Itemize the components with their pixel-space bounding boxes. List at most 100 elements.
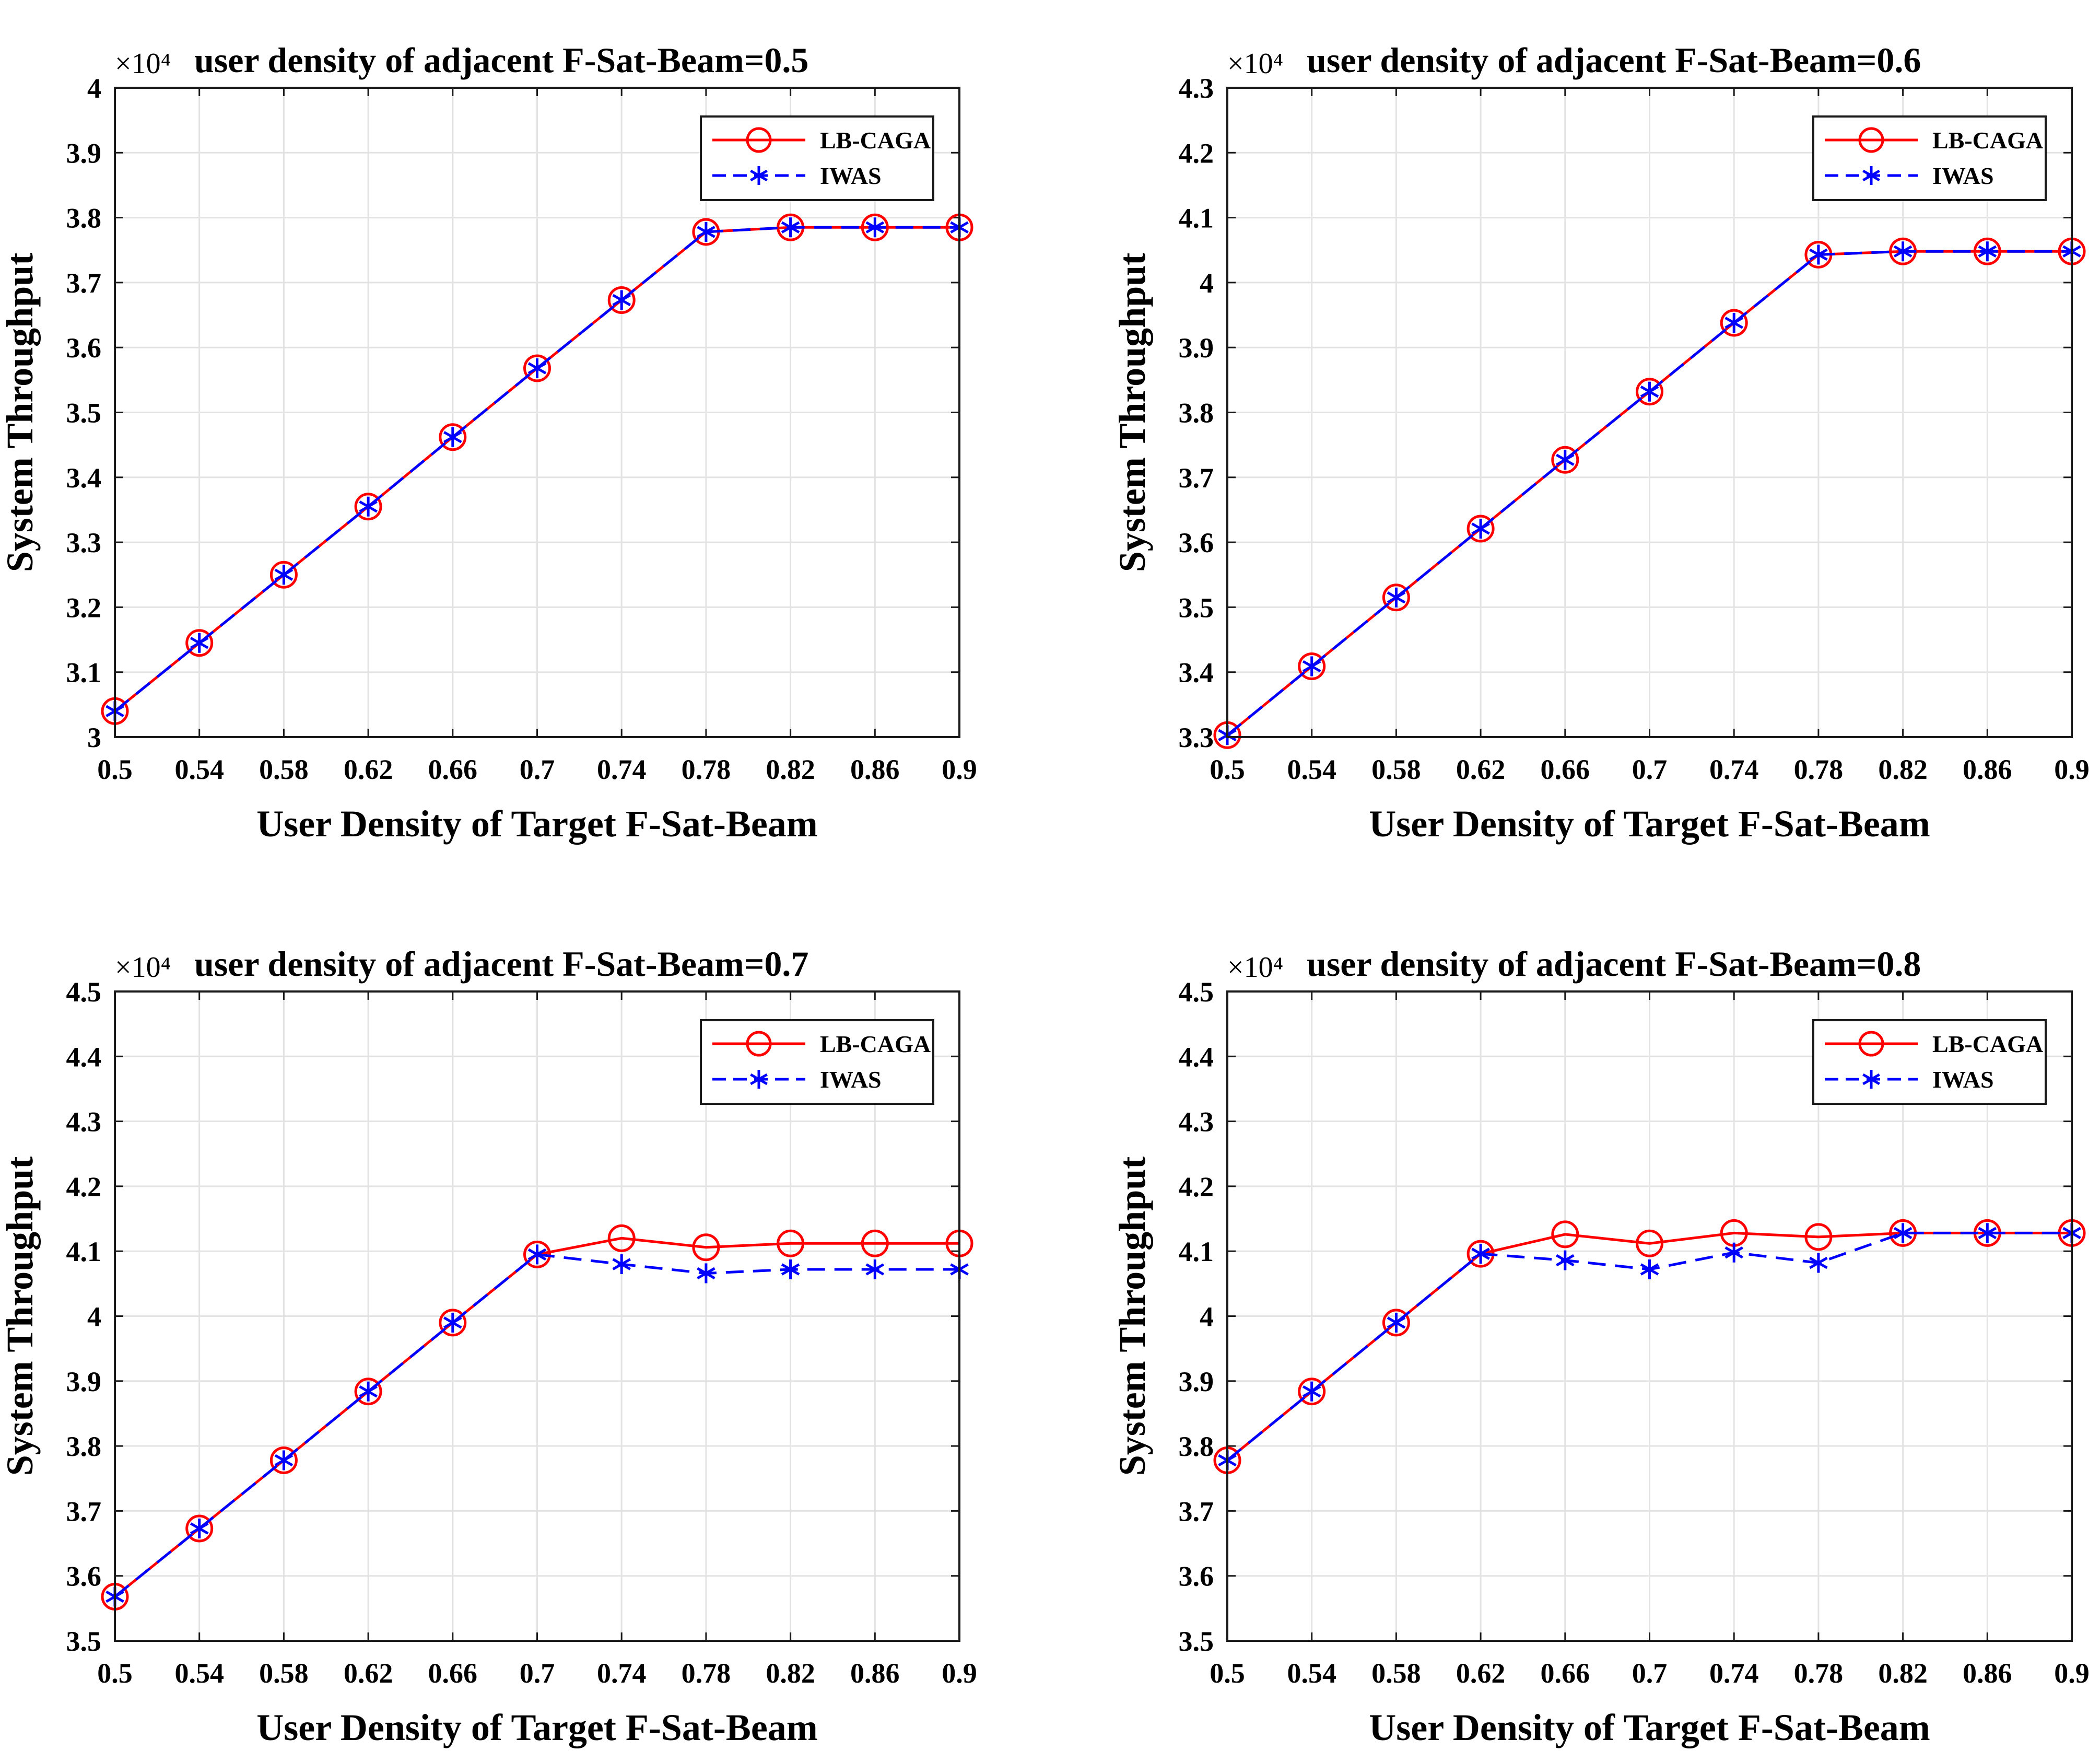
x-tick-label: 0.9 (942, 754, 977, 785)
y-tick-label: 4.2 (1179, 137, 1214, 169)
asterisk-stroke (1862, 169, 1880, 182)
x-tick-label: 0.58 (1371, 1658, 1421, 1689)
legend-label-iwas: IWAS (820, 162, 882, 189)
asterisk-stroke (865, 1263, 885, 1276)
x-tick-label: 0.54 (1287, 754, 1336, 785)
legend-label-lb-caga: LB-CAGA (1932, 1031, 2043, 1057)
x-tick-label: 0.74 (1709, 1658, 1759, 1689)
y-tick-label: 4.4 (1179, 1041, 1214, 1072)
data-point-iwas (1809, 244, 1828, 265)
asterisk-stroke (697, 226, 715, 238)
chart-title: user density of adjacent F-Sat-Beam=0.8 (1307, 944, 1921, 984)
asterisk-stroke (612, 294, 631, 307)
legend-marker-iwas (1862, 166, 1880, 185)
chart-panel-2: 0.5 0.54 0.58 0.62 0.66 0.7 0.74 0.78 0.82 0.86 0.… (1111, 40, 2090, 845)
data-point-iwas (1978, 1223, 1997, 1243)
legend-marker-iwas (750, 1070, 768, 1089)
y-tick-label: 4.2 (66, 1171, 102, 1203)
x-tick-label: 0.82 (766, 754, 815, 785)
y-tick-label: 4 (87, 1301, 101, 1333)
x-tick-label: 0.62 (1456, 754, 1506, 785)
asterisk-stroke (750, 1073, 768, 1086)
y-tick-label: 3.9 (1179, 332, 1214, 364)
y-tick-label: 3.6 (66, 332, 102, 364)
x-tick-label: 0.54 (174, 754, 224, 785)
data-point-iwas (865, 1259, 885, 1280)
y-tick-label: 3.5 (66, 398, 102, 429)
data-point-iwas (527, 1244, 547, 1265)
asterisk-stroke (527, 362, 547, 375)
asterisk-stroke (781, 1263, 800, 1276)
data-point-iwas (274, 1450, 294, 1471)
legend-label-iwas: IWAS (1932, 1066, 1994, 1093)
y-tick-label: 3.1 (66, 657, 102, 689)
x-tick-label: 0.78 (1794, 754, 1844, 785)
y-tick-label: 4.1 (1179, 1236, 1214, 1267)
data-point-lb-caga (607, 286, 636, 314)
asterisk-stroke (1471, 522, 1490, 535)
asterisk-stroke (781, 221, 800, 234)
x-tick-label: 0.9 (2054, 1658, 2090, 1689)
y-tick-label: 3.6 (66, 1561, 102, 1592)
data-point-iwas (1302, 656, 1321, 676)
data-point-lb-caga (1298, 652, 1326, 681)
asterisk-stroke (190, 1522, 209, 1535)
asterisk-stroke (443, 431, 462, 444)
x-tick-label: 0.78 (682, 1658, 731, 1689)
data-point-iwas (1893, 1223, 1913, 1243)
y-tick-label: 3.2 (66, 592, 102, 623)
x-tick-label: 0.5 (1210, 754, 1245, 785)
y-tick-label: 3.3 (66, 527, 102, 558)
data-point-lb-caga (439, 1309, 467, 1337)
chart-panel-4: 0.5 0.54 0.58 0.62 0.66 0.7 0.74 0.78 0.82 0.86 0.… (1111, 944, 2090, 1748)
y-tick-label: 4.2 (1179, 1171, 1214, 1203)
legend-marker-lb-caga (746, 127, 772, 153)
asterisk-stroke (1893, 1227, 1913, 1240)
y-tick-label: 4 (1200, 267, 1214, 299)
x-tick-label: 0.86 (850, 1658, 900, 1689)
x-axis-label: User Density of Target F-Sat-Beam (256, 1707, 818, 1748)
x-tick-label: 0.62 (1456, 1658, 1506, 1689)
y-tick-label: 3.8 (66, 203, 102, 234)
asterisk-stroke (1302, 660, 1321, 673)
y-tick-label: 3.8 (66, 1431, 102, 1462)
data-point-iwas (190, 1518, 209, 1538)
asterisk-stroke (1809, 248, 1828, 261)
data-point-lb-caga (1382, 584, 1410, 612)
y-tick-label: 3.6 (1179, 527, 1214, 558)
y-axis-exponent: ×10⁴ (1227, 951, 1283, 984)
data-point-iwas (1978, 241, 1997, 262)
x-tick-label: 0.82 (766, 1658, 815, 1689)
data-point-lb-caga (354, 1378, 382, 1406)
data-point-lb-caga (1636, 378, 1663, 406)
asterisk-stroke (1640, 386, 1659, 398)
y-tick-label: 3.7 (66, 267, 102, 299)
data-point-lb-caga (1382, 1309, 1410, 1337)
data-point-lb-caga (185, 1514, 214, 1543)
asterisk-stroke (1471, 1247, 1490, 1260)
y-tick-label: 3.4 (66, 462, 102, 494)
x-tick-label: 0.86 (1963, 754, 2012, 785)
axes-frame (1226, 990, 2073, 1642)
data-point-iwas (1387, 587, 1406, 608)
x-axis-label: User Density of Target F-Sat-Beam (1369, 1707, 1930, 1748)
y-tick-label: 3.8 (1179, 398, 1214, 429)
legend-label-iwas: IWAS (1932, 162, 1994, 189)
y-axis-label: System Throughput (1111, 253, 1153, 573)
legend-label-lb-caga: LB-CAGA (820, 127, 931, 154)
data-point-iwas (1724, 312, 1743, 333)
data-point-lb-caga (1467, 515, 1495, 543)
data-point-iwas (865, 217, 885, 238)
y-tick-label: 3.7 (66, 1496, 102, 1527)
data-point-lb-caga (777, 1229, 805, 1257)
legend-marker-iwas (1862, 1070, 1880, 1089)
chart-title: user density of adjacent F-Sat-Beam=0.6 (1307, 40, 1921, 80)
y-axis-exponent: ×10⁴ (115, 951, 171, 984)
asterisk-stroke (750, 169, 768, 182)
asterisk-stroke (1862, 1073, 1880, 1086)
x-tick-label: 0.66 (428, 1658, 478, 1689)
x-tick-label: 0.58 (259, 754, 309, 785)
asterisk-stroke (1556, 1254, 1575, 1267)
data-point-iwas (1471, 1244, 1490, 1264)
asterisk-stroke (359, 500, 378, 513)
